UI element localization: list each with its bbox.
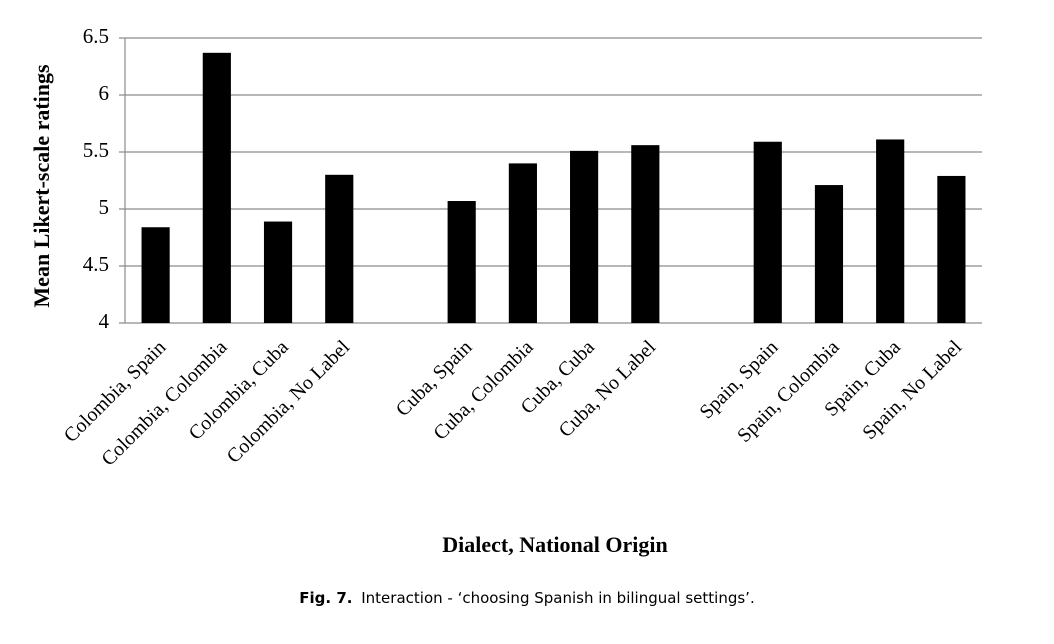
x-axis-title: Dialect, National Origin xyxy=(442,532,667,557)
y-tick-label: 5.5 xyxy=(83,138,109,162)
bar xyxy=(876,139,905,323)
caption-text: Interaction - ‘choosing Spanish in bilin… xyxy=(361,589,754,607)
bar xyxy=(447,201,476,323)
x-tick-label: Colombia, Spain xyxy=(60,336,171,447)
y-tick-label: 6.5 xyxy=(83,24,109,48)
y-tick-label: 4.5 xyxy=(83,252,109,276)
caption-label: Fig. 7. xyxy=(299,589,352,607)
y-tick-label: 4 xyxy=(99,309,110,333)
bar xyxy=(814,185,844,323)
bar xyxy=(202,52,231,323)
caption: Fig. 7. Interaction - ‘choosing Spanish … xyxy=(299,589,754,607)
bar xyxy=(141,227,170,323)
y-tick-label: 5 xyxy=(99,195,110,219)
bar xyxy=(263,221,293,323)
bar xyxy=(753,141,782,323)
bar xyxy=(508,163,537,323)
bar xyxy=(570,150,599,323)
bar xyxy=(937,175,966,323)
y-axis-title: Mean Likert-scale ratings xyxy=(29,64,54,308)
y-tick-label: 6 xyxy=(99,81,110,105)
bar xyxy=(631,145,660,323)
bar xyxy=(325,174,354,323)
